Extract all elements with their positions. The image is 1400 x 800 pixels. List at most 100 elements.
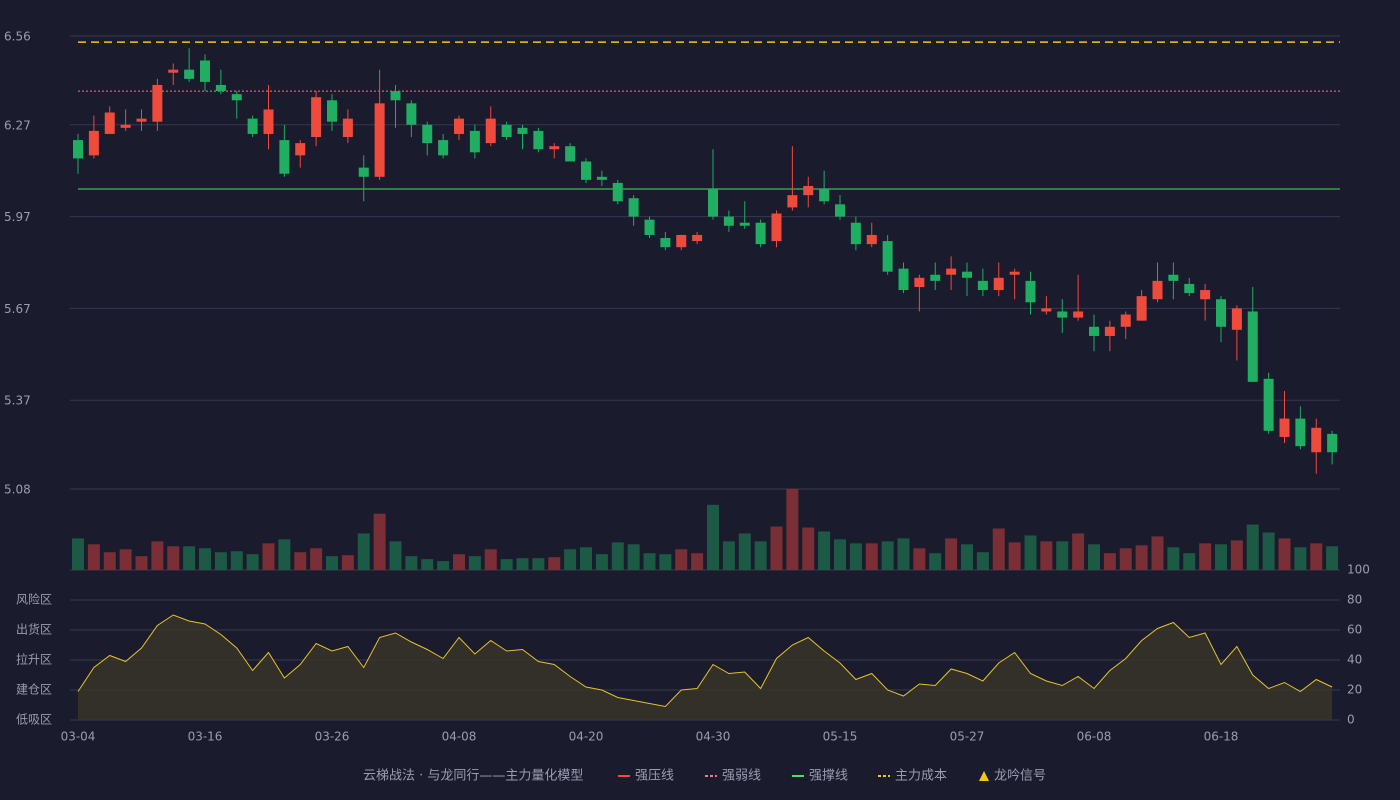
candle-body bbox=[485, 118, 496, 144]
volume-bar bbox=[564, 549, 577, 570]
volume-bar bbox=[72, 538, 84, 570]
volume-bar bbox=[976, 552, 989, 570]
volume-bar bbox=[738, 533, 751, 570]
x-tick-label: 04-30 bbox=[696, 730, 731, 744]
volume-bar bbox=[1310, 543, 1323, 570]
candle-body bbox=[882, 241, 893, 272]
volume-bar bbox=[310, 548, 323, 570]
candle-body bbox=[1295, 418, 1306, 447]
candle-body bbox=[263, 109, 274, 134]
volume-bar bbox=[595, 554, 608, 570]
volume-bar bbox=[1278, 538, 1291, 570]
candle-body bbox=[1263, 378, 1274, 431]
volume-bar bbox=[357, 533, 370, 570]
candle-body bbox=[533, 130, 544, 150]
candle-body bbox=[279, 140, 290, 174]
candle-body bbox=[168, 69, 179, 73]
volume-bar bbox=[1199, 543, 1212, 570]
volume-bar bbox=[945, 538, 958, 570]
candle-body bbox=[930, 274, 941, 281]
volume-bar bbox=[151, 541, 164, 570]
candle-body bbox=[1041, 308, 1052, 312]
candle-body bbox=[1152, 280, 1163, 300]
candle-body bbox=[1104, 326, 1115, 336]
candle-body bbox=[215, 84, 226, 92]
candle-body bbox=[565, 146, 576, 162]
volume-bar bbox=[707, 504, 719, 570]
x-tick-label: 04-08 bbox=[442, 730, 477, 744]
candle-body bbox=[1247, 311, 1258, 382]
zone-label: 风险区 bbox=[16, 592, 52, 607]
candle-body bbox=[200, 60, 210, 82]
candle-body bbox=[660, 238, 671, 248]
osc-tick-label: 0 bbox=[1347, 713, 1355, 727]
volume-bar bbox=[818, 531, 831, 570]
candle-body bbox=[977, 280, 988, 291]
volume-bar bbox=[278, 539, 291, 570]
candle-body bbox=[787, 195, 798, 208]
legend: 云梯战法 · 与龙同行——主力量化模型 强压线 强弱线 强撑线 主力成本 龙吟信号 bbox=[363, 768, 1046, 784]
x-tick-label: 03-04 bbox=[61, 730, 96, 744]
volume-bar bbox=[881, 541, 894, 570]
volume-bar bbox=[262, 543, 275, 570]
candle-body bbox=[104, 112, 115, 134]
volume-bar bbox=[199, 548, 211, 570]
candle-body bbox=[708, 189, 718, 217]
candle-body bbox=[596, 176, 607, 180]
volume-bar bbox=[516, 558, 529, 570]
y-tick-label: 5.37 bbox=[4, 394, 31, 408]
candle-body bbox=[549, 146, 560, 150]
candle-body bbox=[136, 118, 147, 122]
zone-label: 出货区 bbox=[16, 622, 52, 637]
candle-body bbox=[850, 222, 861, 245]
x-tick-label: 04-20 bbox=[569, 730, 604, 744]
candle-body bbox=[1136, 296, 1147, 321]
candle-body bbox=[120, 124, 131, 128]
x-tick-label: 06-08 bbox=[1077, 730, 1112, 744]
volume-bar bbox=[675, 549, 688, 570]
osc-area bbox=[78, 615, 1333, 720]
volume-bar bbox=[1167, 547, 1180, 570]
zone-label: 建仓区 bbox=[16, 683, 52, 697]
volume-bar bbox=[246, 554, 259, 570]
volume-bar bbox=[87, 544, 100, 570]
volume-bar bbox=[722, 541, 735, 570]
zone-label: 拉升区 bbox=[16, 652, 52, 667]
candle-body bbox=[628, 198, 639, 217]
volume-bar bbox=[341, 555, 354, 570]
volume-bar bbox=[691, 553, 704, 570]
volume-bar bbox=[119, 549, 132, 570]
volume-bar bbox=[1072, 533, 1085, 570]
volume-bar bbox=[373, 513, 386, 570]
candle-body bbox=[231, 94, 242, 101]
volume-bar bbox=[405, 556, 418, 570]
volume-bar bbox=[230, 551, 243, 570]
volume-bar bbox=[1183, 553, 1196, 570]
candle-body bbox=[993, 277, 1004, 291]
volume-bar bbox=[961, 544, 973, 570]
volume-bar bbox=[754, 541, 767, 570]
volume-bar bbox=[1088, 544, 1100, 570]
candle-body bbox=[946, 268, 957, 275]
candle-body bbox=[898, 268, 909, 291]
candle-body bbox=[295, 143, 306, 156]
candle-body bbox=[755, 222, 766, 245]
candle-body bbox=[438, 140, 449, 156]
candle-body bbox=[723, 216, 734, 226]
volume-bar bbox=[802, 527, 815, 570]
legend-swatch bbox=[979, 771, 989, 781]
legend-label: 龙吟信号 bbox=[994, 768, 1046, 784]
volume-bar bbox=[214, 552, 227, 570]
volume-bar bbox=[1119, 548, 1132, 570]
y-tick-label: 6.56 bbox=[4, 30, 31, 44]
volume-bar bbox=[1294, 547, 1307, 570]
candle-body bbox=[1168, 274, 1179, 281]
candle-body bbox=[247, 118, 258, 134]
volume-bar bbox=[627, 544, 640, 570]
candle-body bbox=[358, 167, 369, 177]
volume-bar bbox=[1230, 540, 1243, 570]
candle-body bbox=[374, 103, 385, 177]
volume-bar bbox=[548, 557, 561, 570]
volume-bar bbox=[484, 549, 497, 570]
